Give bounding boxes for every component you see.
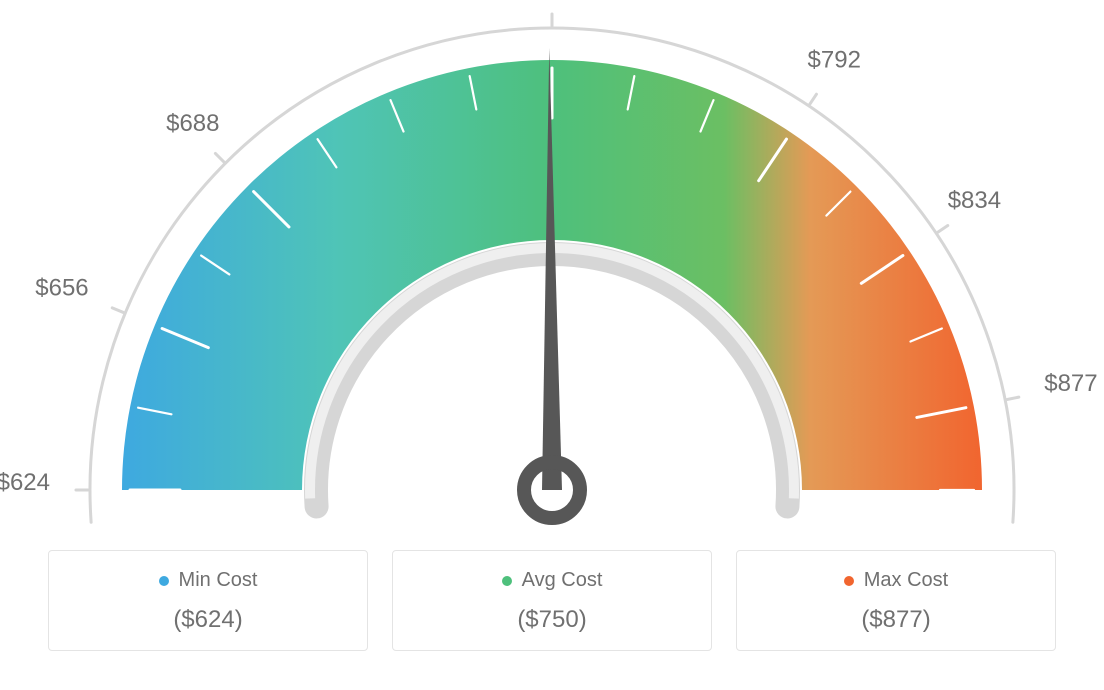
legend-value: ($877): [747, 606, 1045, 634]
legend-card-min: Min Cost ($624): [48, 550, 368, 651]
legend-value: ($750): [403, 606, 701, 634]
legend-row: Min Cost ($624) Avg Cost ($750) Max Cost…: [0, 550, 1104, 651]
gauge-chart: $624$656$688$750$792$834$877: [0, 0, 1104, 540]
legend-label: Max Cost: [844, 569, 948, 592]
tick-label: $792: [808, 47, 861, 74]
legend-label-text: Max Cost: [864, 569, 948, 592]
legend-label-text: Min Cost: [179, 569, 258, 592]
legend-value: ($624): [59, 606, 357, 634]
legend-label-text: Avg Cost: [522, 569, 603, 592]
dot-icon: [502, 576, 512, 586]
legend-card-max: Max Cost ($877): [736, 550, 1056, 651]
dot-icon: [159, 576, 169, 586]
tick-label: $877: [1044, 370, 1097, 397]
gauge-svg: $624$656$688$750$792$834$877: [0, 0, 1104, 540]
legend-label: Avg Cost: [502, 569, 603, 592]
legend-label: Min Cost: [159, 569, 258, 592]
tick-label: $834: [948, 187, 1001, 214]
tick-label: $656: [35, 275, 88, 302]
tick-label: $688: [166, 110, 219, 137]
tick-label: $624: [0, 469, 50, 496]
legend-card-avg: Avg Cost ($750): [392, 550, 712, 651]
dot-icon: [844, 576, 854, 586]
